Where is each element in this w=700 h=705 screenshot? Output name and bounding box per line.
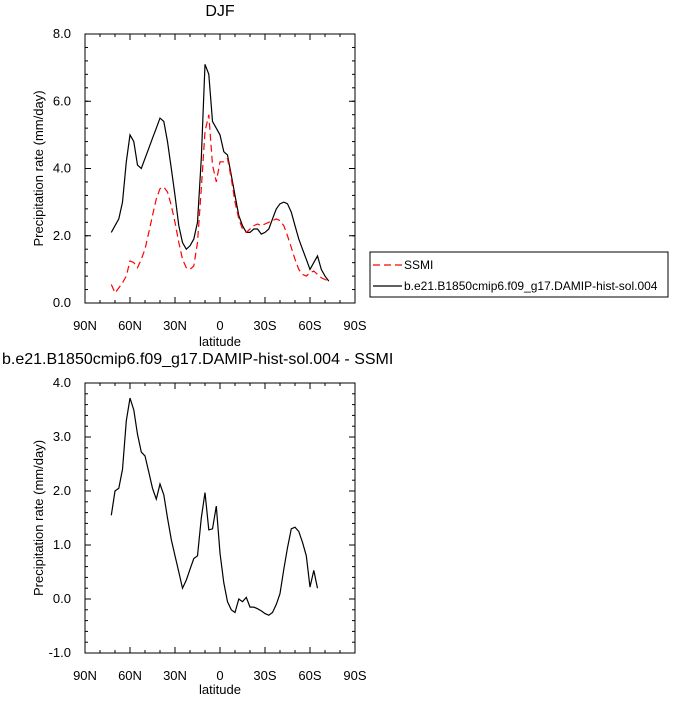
y-tick-label: 1.0 xyxy=(53,537,71,552)
chart-title: DJF xyxy=(205,3,235,20)
x-tick-label: 90N xyxy=(73,668,97,683)
legend-label: SSMI xyxy=(404,258,433,272)
x-tick-label: 0 xyxy=(216,318,223,333)
x-tick-label: 30S xyxy=(253,668,276,683)
x-tick-label: 30N xyxy=(163,318,187,333)
x-axis-title: latitude xyxy=(199,682,241,697)
chart-panel-1: DJF 90N 60N 30N 0 30S 60S 90S 0.0 2.0 4.0 6.0 8.0 lat… xyxy=(31,3,669,349)
y-tick-label: 0.0 xyxy=(53,295,71,310)
chart-panel-2: b.e21.B1850cmip6.f09_g17.DAMIP-hist-sol.… xyxy=(2,351,393,697)
y-tick-label: 6.0 xyxy=(53,93,71,108)
y-tick-label: 0.0 xyxy=(53,591,71,606)
x-axis-title: latitude xyxy=(199,334,241,349)
x-tick-label: 60N xyxy=(118,668,142,683)
x-tick-label: 90N xyxy=(73,318,97,333)
y-axis-title: Precipitation rate (mm/day) xyxy=(31,440,46,596)
series-line-model xyxy=(110,64,330,282)
x-tick-label: 30N xyxy=(163,668,187,683)
y-tick-label: 2.0 xyxy=(53,483,71,498)
y-tick-label: 2.0 xyxy=(53,228,71,243)
legend: SSMI b.e21.B1850cmip6.f09_g17.DAMIP-hist-… xyxy=(369,251,669,298)
series-line-model xyxy=(110,397,319,616)
x-tick-label: 60N xyxy=(118,318,142,333)
x-tick-label: 60S xyxy=(298,668,321,683)
y-tick-label: 4.0 xyxy=(53,375,71,390)
legend-box xyxy=(369,251,669,298)
x-tick-label: 60S xyxy=(298,318,321,333)
chart-title: b.e21.B1850cmip6.f09_g17.DAMIP-hist-sol.… xyxy=(2,351,393,368)
y-tick-label: 8.0 xyxy=(53,26,71,41)
x-tick-label: 30S xyxy=(253,318,276,333)
x-tick-label: 0 xyxy=(216,668,223,683)
legend-label: b.e21.B1850cmip6.f09_g17.DAMIP-hist-sol.… xyxy=(404,279,658,293)
y-tick-label: -1.0 xyxy=(49,645,71,660)
x-tick-label: 90S xyxy=(343,318,366,333)
series-line-ssmi xyxy=(110,114,330,295)
y-axis-title: Precipitation rate (mm/day) xyxy=(31,90,46,246)
y-tick-label: 3.0 xyxy=(53,429,71,444)
x-tick-label: 90S xyxy=(343,668,366,683)
y-tick-label: 4.0 xyxy=(53,161,71,176)
